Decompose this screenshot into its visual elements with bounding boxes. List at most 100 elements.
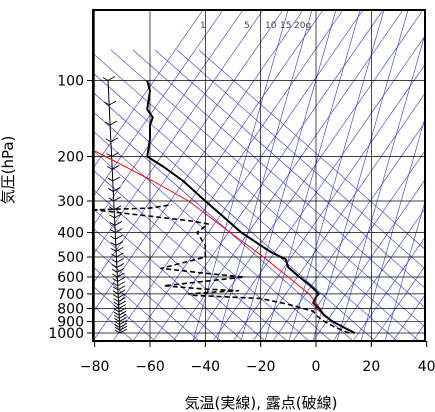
mixing-ratio-label: 20g xyxy=(294,21,311,31)
x-axis-ticks: −80 −60 −40 −20 0 20 40 xyxy=(80,341,435,375)
adiabat-line xyxy=(93,130,332,341)
wind-barb xyxy=(118,304,127,309)
skew-line xyxy=(172,10,404,341)
adiabat-line xyxy=(93,208,244,341)
adiabat-line xyxy=(93,247,200,341)
wind-barb xyxy=(104,121,111,126)
mixing-line xyxy=(192,10,289,341)
x-tick-label: 40 xyxy=(418,359,435,375)
mixing-line xyxy=(264,10,361,341)
wind-barb xyxy=(119,325,128,331)
wind-barb xyxy=(115,234,123,240)
x-tick-label: −60 xyxy=(135,359,165,375)
wind-barb xyxy=(114,318,120,322)
mixing-line xyxy=(384,200,425,341)
skew-line xyxy=(252,92,425,341)
adiabat-line xyxy=(93,91,376,341)
wind-barb xyxy=(119,313,127,319)
mixing-line xyxy=(288,10,385,341)
mixing-ratio-label: 1 xyxy=(200,21,206,31)
y-tick-label: 500 xyxy=(57,250,84,266)
skew-line xyxy=(372,265,425,341)
skew-line xyxy=(152,10,384,341)
wind-barb xyxy=(117,272,125,278)
wind-barb xyxy=(115,246,124,252)
skew-line xyxy=(192,10,424,341)
mixing-line xyxy=(360,116,425,341)
y-tick-label: 100 xyxy=(57,74,84,90)
wind-barb xyxy=(114,213,122,219)
wind-barb xyxy=(102,77,109,81)
skew-line xyxy=(352,236,425,341)
wind-barb xyxy=(113,294,119,299)
wind-barb xyxy=(113,205,122,211)
mixing-line xyxy=(312,10,409,341)
mixing-ratio-label: 15 xyxy=(280,21,291,31)
adiabat-line xyxy=(93,285,156,341)
y-tick-label: 200 xyxy=(57,150,84,166)
wind-barb xyxy=(116,267,125,273)
skew-line xyxy=(212,35,425,341)
adiabat-line xyxy=(93,72,398,341)
skew-line xyxy=(93,10,244,227)
x-tick-label: −40 xyxy=(191,359,221,375)
skew-line xyxy=(93,10,264,256)
wind-barb xyxy=(114,314,120,319)
mixing-ratio-labels: 1 5 10 15 20g xyxy=(200,21,311,31)
adiabat-line xyxy=(93,169,288,341)
mixing-line xyxy=(336,33,425,341)
wind-barb xyxy=(110,247,117,252)
skew-line xyxy=(93,10,284,284)
wind-barb xyxy=(112,282,118,287)
wind-barb xyxy=(110,137,119,143)
wind-barb xyxy=(112,278,118,282)
x-tick-label: −80 xyxy=(80,359,110,375)
x-axis-title: 気温(実線), 露点(破線) xyxy=(185,394,338,412)
skew-line xyxy=(112,10,344,341)
x-tick-label: 0 xyxy=(312,359,321,375)
skew-line xyxy=(93,10,224,198)
mixing-ratio-label: 5 xyxy=(244,21,250,31)
wind-barb xyxy=(112,165,120,170)
wind-barb xyxy=(112,273,118,278)
y-tick-label: 700 xyxy=(57,287,84,303)
wind-barb xyxy=(118,307,127,313)
wind-barb xyxy=(111,268,118,273)
y-tick-label: 600 xyxy=(57,270,84,286)
adiabat-line xyxy=(93,266,178,341)
wind-barb xyxy=(107,76,116,81)
wind-barb xyxy=(117,281,125,287)
wind-barb xyxy=(112,290,119,295)
wind-barb xyxy=(111,253,117,258)
y-tick-label: 900 xyxy=(57,314,84,330)
wind-barb xyxy=(115,228,123,233)
adiabat-line xyxy=(154,49,425,289)
wind-barb xyxy=(113,196,121,202)
wind-barb xyxy=(108,100,117,106)
skew-line xyxy=(132,10,364,341)
wind-barb xyxy=(116,263,125,268)
data-series xyxy=(93,80,356,334)
wind-barb xyxy=(114,221,123,226)
wind-barb xyxy=(117,277,125,282)
adiabat-line xyxy=(93,111,354,341)
adiabat-line xyxy=(198,49,425,250)
temperature-line xyxy=(146,80,356,334)
wind-barb xyxy=(113,308,120,313)
wind-barb xyxy=(109,214,115,219)
y-tick-label: 800 xyxy=(57,302,84,318)
wind-barb xyxy=(117,289,126,295)
wind-barb xyxy=(111,152,119,157)
y-tick-label: 300 xyxy=(57,194,84,210)
wind-barb xyxy=(113,298,119,302)
y-axis-title: 気圧(hPa) xyxy=(0,136,17,205)
wind-barb xyxy=(114,323,120,328)
wind-barb xyxy=(112,286,119,291)
adiabat-line xyxy=(93,227,222,341)
wind-barb xyxy=(109,222,116,226)
mixing-line xyxy=(240,10,337,341)
wind-barb xyxy=(119,322,127,328)
wind-barb xyxy=(107,177,114,182)
